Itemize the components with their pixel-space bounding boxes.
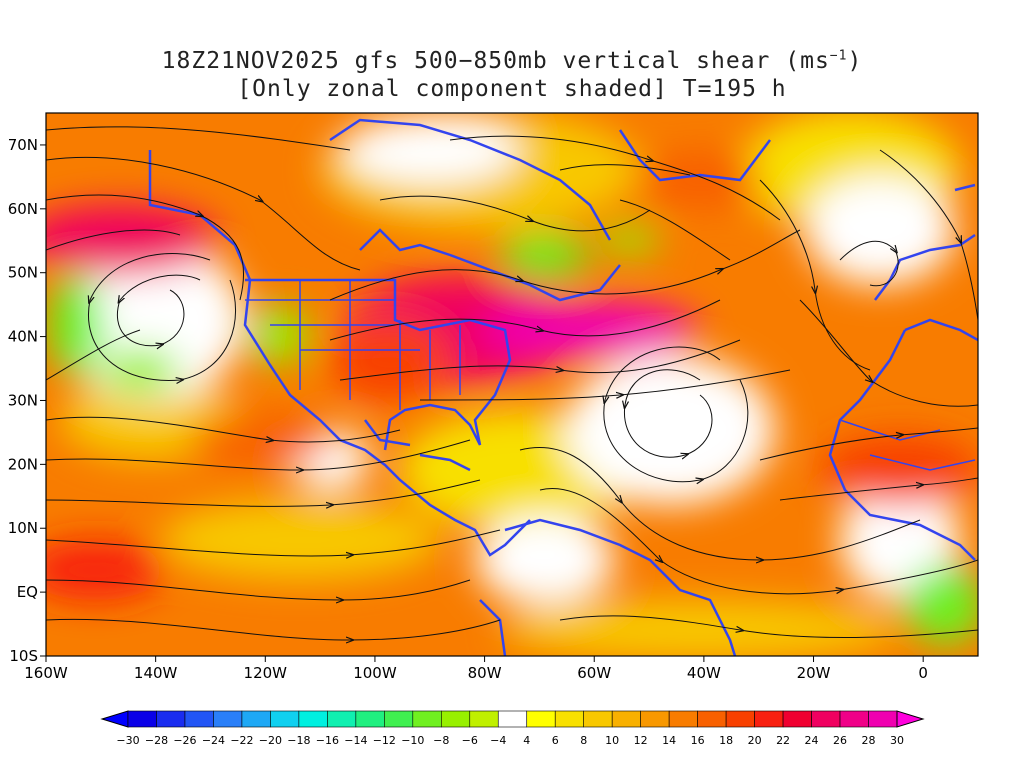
- colorbar-label: −14: [344, 734, 367, 747]
- y-tick-label: 50N: [8, 264, 38, 282]
- colorbar-label: 18: [719, 734, 733, 747]
- x-tick-label: 100W: [353, 664, 397, 682]
- colorbar-swatch: [497, 710, 528, 728]
- title-line1-suffix: ): [847, 48, 863, 74]
- x-tick-label: 60W: [577, 664, 611, 682]
- colorbar-swatch: [811, 710, 841, 728]
- colorbar-label: 24: [805, 734, 819, 747]
- colorbar-label: −26: [173, 734, 196, 747]
- colorbar-swatch: [327, 710, 357, 728]
- colorbar-max-arrow: [896, 710, 925, 728]
- colorbar-swatch: [640, 710, 670, 728]
- colorbar-label: −30: [116, 734, 139, 747]
- colorbar-label: 12: [634, 734, 648, 747]
- title-exponent: −1: [829, 48, 848, 64]
- colorbar-label: −18: [287, 734, 310, 747]
- colorbar-swatch: [554, 710, 585, 728]
- chart-title: 18Z21NOV2025 gfs 500−850mb vertical shea…: [0, 48, 1024, 74]
- y-tick-label: 40N: [8, 328, 38, 346]
- chart-subtitle: [Only zonal component shaded] T=195 h: [237, 76, 787, 102]
- x-tick-label: 0: [918, 664, 928, 682]
- colorbar-label: 20: [748, 734, 762, 747]
- streamlines: [46, 126, 978, 640]
- colorbar-swatch: [526, 710, 556, 728]
- y-tick-label: 10S: [9, 647, 38, 665]
- colorbar-swatch: [213, 710, 243, 728]
- x-tick-label: 160W: [24, 664, 68, 682]
- colorbar-label: −10: [401, 734, 424, 747]
- colorbar-swatch: [384, 710, 414, 728]
- colorbar-min-arrow: [100, 710, 129, 728]
- y-tick-label: 60N: [8, 200, 38, 218]
- colorbar-swatch: [412, 710, 442, 728]
- plot-area: [46, 113, 978, 656]
- colorbar-swatch: [611, 710, 641, 728]
- colorbar: −30 −28 −26 −24 −22 −20 −18 −16 −14 −12 −10 −8 −6 −4 4…: [100, 710, 925, 747]
- colorbar-swatch: [184, 710, 214, 728]
- colorbar-label: −8: [433, 734, 449, 747]
- plot-frame: [45, 112, 979, 657]
- colorbar-label: −12: [373, 734, 396, 747]
- x-tick-label: 120W: [244, 664, 288, 682]
- colorbar-label: −22: [230, 734, 253, 747]
- colorbar-swatch: [127, 710, 157, 728]
- colorbar-swatch: [782, 710, 812, 728]
- y-tick-label: 20N: [8, 455, 38, 473]
- colorbar-swatch: [241, 710, 271, 728]
- y-tick-label: 70N: [8, 136, 38, 154]
- axes: 160W 140W 120W 100W 80W 60W 40W 20W 0 10S EQ 10N 20N…: [8, 136, 928, 682]
- colorbar-swatch: [469, 710, 499, 728]
- colorbar-label: −28: [145, 734, 168, 747]
- colorbar-label: −6: [462, 734, 478, 747]
- colorbar-label: 16: [691, 734, 705, 747]
- x-tick-label: 20W: [797, 664, 831, 682]
- y-tick-label: 30N: [8, 391, 38, 409]
- colorbar-swatch: [156, 710, 186, 728]
- x-tick-label: 140W: [134, 664, 178, 682]
- colorbar-swatch: [298, 710, 328, 728]
- colorbar-swatch: [440, 710, 471, 728]
- y-tick-label: EQ: [17, 583, 38, 601]
- y-tick-label: 10N: [8, 519, 38, 537]
- x-tick-label: 40W: [687, 664, 721, 682]
- colorbar-label: −16: [316, 734, 339, 747]
- title-line1-prefix: 18Z21NOV2025 gfs 500−850mb vertical shea…: [161, 48, 830, 74]
- colorbar-label: 30: [890, 734, 904, 747]
- colorbar-swatch: [868, 710, 898, 728]
- colorbar-label: 28: [862, 734, 876, 747]
- colorbar-swatch: [270, 710, 300, 728]
- colorbar-swatch: [725, 710, 755, 728]
- colorbar-label: −4: [490, 734, 506, 747]
- x-tick-label: 80W: [468, 664, 502, 682]
- colorbar-swatch: [668, 710, 698, 728]
- colorbar-swatch: [583, 710, 613, 728]
- colorbar-label: −20: [259, 734, 282, 747]
- colorbar-swatch: [839, 710, 869, 728]
- colorbar-label: 8: [580, 734, 587, 747]
- colorbar-swatch: [697, 710, 727, 728]
- colorbar-label: 22: [776, 734, 790, 747]
- colorbar-label: 26: [833, 734, 847, 747]
- colorbar-swatch: [754, 710, 784, 728]
- colorbar-label: 10: [605, 734, 619, 747]
- coastlines: [148, 118, 978, 656]
- colorbar-label: 14: [662, 734, 676, 747]
- colorbar-label: 4: [523, 734, 530, 747]
- colorbar-label: 6: [552, 734, 559, 747]
- colorbar-swatch: [355, 710, 385, 728]
- colorbar-label: −24: [202, 734, 225, 747]
